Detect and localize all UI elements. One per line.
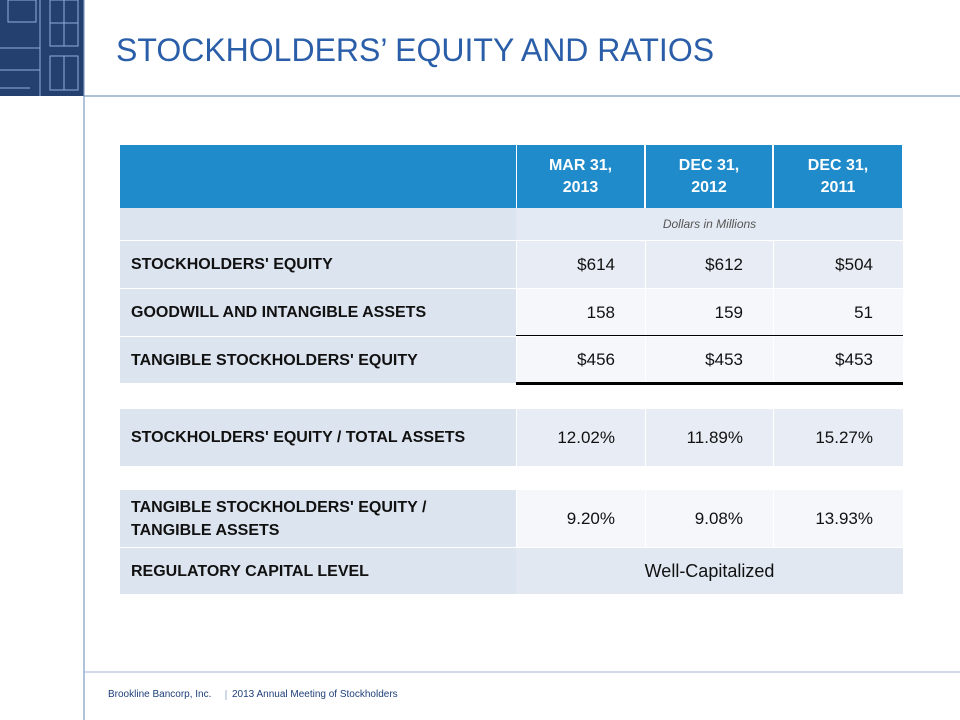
value-cell: $453 [773, 336, 903, 383]
value-cell-text: $453 [835, 350, 873, 369]
value-cell-text: $504 [835, 254, 873, 274]
row-label-text: REGULATORY CAPITAL LEVEL [131, 562, 369, 580]
footer-event: 2013 Annual Meeting of Stockholders [232, 689, 398, 700]
value-cell: $504 [773, 240, 903, 288]
value-cell-text: 158 [586, 302, 615, 322]
merged-value: Well-Capitalized [516, 547, 903, 594]
column-header: DEC 31, 2011 [773, 145, 902, 208]
value-cell-text: 51 [854, 302, 873, 322]
merged-value-text: Well-Capitalized [644, 560, 775, 581]
column-header-text: DEC 31, 2011 [807, 156, 869, 196]
value-cell-text: $614 [577, 254, 615, 274]
unit-note-text: Dollars in Millions [662, 217, 757, 231]
value-cell-text: $612 [705, 254, 743, 274]
value-cell-text: 9.08% [694, 508, 743, 528]
row-label: STOCKHOLDERS' EQUITY / TOTAL ASSETS [120, 408, 516, 466]
unit-note: Dollars in Millions [516, 208, 903, 240]
row-label: REGULATORY CAPITAL LEVEL [120, 547, 516, 594]
value-cell: 11.89% [645, 408, 773, 466]
row-label-text: GOODWILL AND INTANGIBLE ASSETS [131, 304, 427, 321]
value-cell: 15.27% [773, 408, 903, 466]
column-header: DEC 31, 2012 [645, 145, 772, 208]
row-label: TANGIBLE STOCKHOLDERS' EQUITY [120, 336, 516, 383]
value-cell-text: 11.89% [686, 427, 743, 447]
value-cell-text: 13.93% [815, 508, 873, 528]
row-label: STOCKHOLDERS' EQUITY [120, 240, 516, 288]
subtotal-rule [516, 335, 903, 336]
value-cell: $453 [645, 336, 773, 383]
column-header-text: MAR 31, 2013 [548, 156, 613, 196]
unit-blank [120, 208, 516, 240]
row-label-text: TANGIBLE STOCKHOLDERS' EQUITY [131, 351, 418, 369]
row-label-text: STOCKHOLDERS' EQUITY / TOTAL ASSETS [131, 429, 466, 446]
value-cell: 159 [645, 288, 773, 336]
column-header: MAR 31, 2013 [516, 145, 644, 208]
value-cell: 9.20% [516, 489, 645, 547]
row-label-text: TANGIBLE STOCKHOLDERS' EQUITY / TANGIBLE… [131, 498, 427, 539]
row-label: TANGIBLE STOCKHOLDERS' EQUITY / TANGIBLE… [120, 489, 516, 547]
value-cell: 51 [773, 288, 903, 336]
row-label: GOODWILL AND INTANGIBLE ASSETS [120, 288, 516, 336]
total-rule [516, 382, 903, 385]
value-cell-text: 159 [714, 302, 743, 322]
blueprint-lines [0, 0, 79, 96]
value-cell: 9.08% [645, 489, 773, 547]
footer-company: Brookline Bancorp, Inc. [108, 689, 212, 700]
value-cell: $614 [516, 240, 645, 288]
value-cell-text: 12.02% [557, 427, 615, 447]
value-cell-text: 15.27% [815, 427, 873, 447]
value-cell: $456 [516, 336, 645, 383]
value-cell-text: $456 [577, 350, 615, 369]
row-label-text: STOCKHOLDERS' EQUITY [131, 256, 333, 273]
value-cell: 12.02% [516, 408, 645, 466]
value-cell-text: $453 [705, 350, 743, 369]
slide-title: STOCKHOLDERS’ EQUITY AND RATIOS [116, 32, 715, 68]
value-cell-text: 9.20% [566, 508, 615, 528]
value-cell: 158 [516, 288, 645, 336]
value-cell: 13.93% [773, 489, 903, 547]
header-blank [120, 145, 516, 208]
value-cell: $612 [645, 240, 773, 288]
column-header-text: DEC 31, 2012 [678, 156, 740, 196]
